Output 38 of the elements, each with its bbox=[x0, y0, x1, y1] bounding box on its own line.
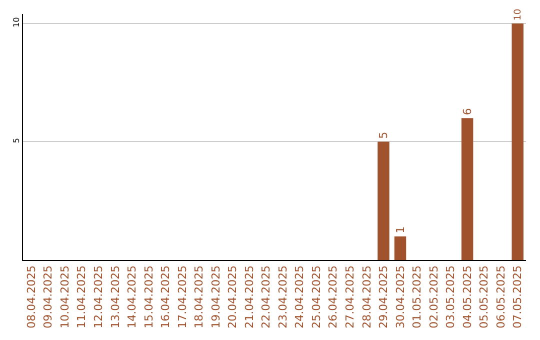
x-tick-label: 09.04.2025 bbox=[42, 265, 55, 328]
x-tick-label: 14.04.2025 bbox=[126, 265, 139, 328]
x-tick-label: 19.04.2025 bbox=[209, 265, 222, 328]
x-tick-label: 24.04.2025 bbox=[293, 265, 306, 328]
x-tick-label: 02.05.2025 bbox=[427, 265, 440, 328]
bar bbox=[461, 118, 474, 260]
data-label: 6 bbox=[460, 108, 474, 116]
x-tick-label: 18.04.2025 bbox=[192, 265, 206, 328]
bar bbox=[394, 236, 406, 260]
bar bbox=[378, 142, 390, 260]
x-tick-label: 26.04.2025 bbox=[326, 265, 340, 328]
x-tick-label: 29.04.2025 bbox=[377, 265, 390, 328]
x-tick-label: 16.04.2025 bbox=[159, 265, 172, 328]
x-tick-label: 11.04.2025 bbox=[75, 265, 88, 328]
x-tick-label: 07.05.2025 bbox=[511, 265, 524, 328]
x-tick-label: 28.04.2025 bbox=[360, 265, 374, 328]
x-tick-label: 10.04.2025 bbox=[58, 265, 72, 328]
x-tick-label: 03.05.2025 bbox=[444, 265, 458, 328]
x-tick-label: 25.04.2025 bbox=[310, 265, 323, 328]
x-tick-label: 01.05.2025 bbox=[410, 265, 424, 328]
x-tick-label: 08.04.2025 bbox=[24, 265, 38, 328]
x-tick-label: 17.04.2025 bbox=[176, 265, 189, 328]
data-label: 10 bbox=[512, 8, 524, 20]
x-tick-label: 30.04.2025 bbox=[394, 265, 407, 328]
data-label: 1 bbox=[394, 226, 407, 234]
x-tick-label: 27.04.2025 bbox=[344, 265, 357, 328]
bar bbox=[512, 23, 524, 260]
data-label: 5 bbox=[376, 132, 390, 139]
x-tick-label: 12.04.2025 bbox=[92, 265, 106, 328]
x-tick-label: 23.04.2025 bbox=[276, 265, 290, 328]
x-tick-label: 20.04.2025 bbox=[226, 265, 240, 328]
x-tick-label: 22.04.2025 bbox=[260, 265, 273, 328]
x-tick-label: 21.04.2025 bbox=[242, 265, 256, 328]
x-tick-label: 04.05.2025 bbox=[460, 265, 474, 328]
x-tick-label: 13.04.2025 bbox=[108, 265, 122, 328]
x-tick-label: 15.04.2025 bbox=[142, 265, 156, 328]
x-tick-label: 06.05.2025 bbox=[494, 265, 508, 328]
x-tick-label: 05.05.2025 bbox=[478, 265, 491, 328]
